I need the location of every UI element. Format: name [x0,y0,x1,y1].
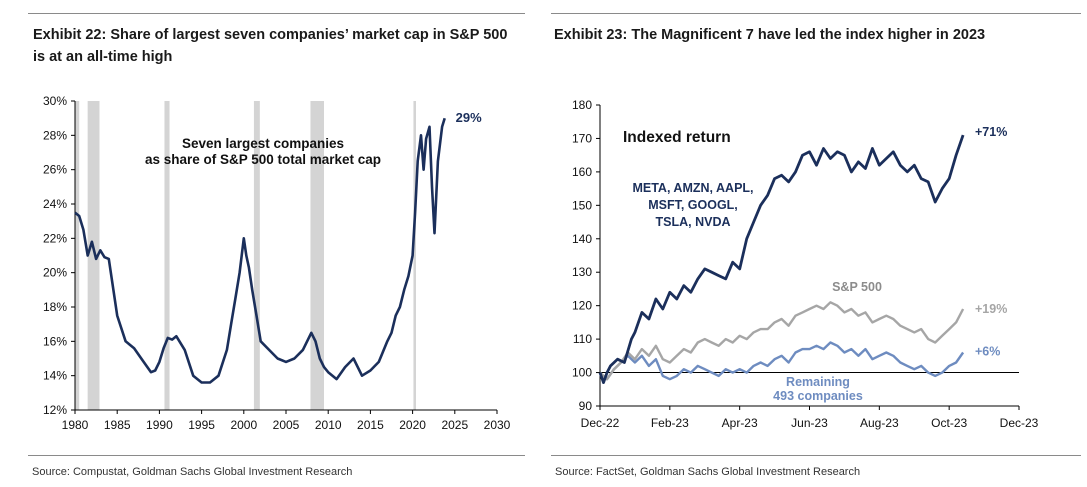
x-tick-label: Oct-23 [931,416,967,430]
y-tick-label: 12% [43,403,67,417]
recession-band-2 [164,101,170,410]
chart-title-indexed-return: Indexed return [623,129,731,146]
left-source: Source: Compustat, Goldman Sachs Global … [32,466,353,478]
x-tick-label: Aug-23 [860,416,899,430]
recession-band-4 [310,101,324,410]
x-tick-label: 2010 [315,418,342,432]
annotation-line-1: Seven largest companies [182,136,344,151]
y-tick-label: 18% [43,300,67,314]
series-label-remaining-line-2: 493 companies [773,389,863,403]
x-tick-label: 2025 [441,418,468,432]
y-tick-label: 160 [572,165,592,179]
x-tick-label: Feb-23 [651,416,689,430]
x-tick-label: 2030 [484,418,511,432]
y-tick-label: 140 [572,232,592,246]
end-label-mag7: +71% [975,125,1007,139]
y-tick-label: 30% [43,94,67,108]
series-line-seven-largest [74,117,446,384]
end-label-remaining: +6% [975,344,1000,358]
x-tick-label: 2000 [230,418,257,432]
left-top-rule [28,13,525,14]
series-line-sp500 [599,301,965,381]
y-tick-label: 16% [43,334,67,348]
x-tick-label: 1995 [188,418,215,432]
x-tick-label: Dec-22 [581,416,620,430]
series-label-mag7-line-3: TSLA, NVDA [656,215,731,229]
y-tick-label: 100 [572,366,592,380]
y-tick-label: 180 [572,98,592,112]
recession-band-0 [75,101,80,410]
y-tick-label: 170 [572,131,592,145]
left-exhibit: Exhibit 22: Share of largest seven compa… [0,0,525,487]
series-label-mag7-line-2: MSFT, GOOGL, [648,198,738,212]
right-exhibit-title: Exhibit 23: The Magnificent 7 have led t… [554,27,986,43]
y-tick-label: 150 [572,198,592,212]
left-chart: 12% 14% 16% 18% 20% 22% 24% 26% 28% 30% 1980 1985 19… [43,94,511,432]
end-label-sp500: +19% [975,302,1007,316]
y-tick-label: 130 [572,265,592,279]
y-tick-label: 22% [43,231,67,245]
left-exhibit-title: Exhibit 22: Share of largest seven compa… [33,27,508,65]
y-tick-label: 110 [573,332,592,346]
x-tick-label: 2015 [357,418,384,432]
y-tick-label: 20% [43,266,67,280]
y-tick-label: 26% [43,163,67,177]
y-tick-label: 90 [579,399,593,413]
x-tick-label: Apr-23 [722,416,758,430]
recession-band-5 [413,101,416,410]
recession-band-3 [253,101,260,410]
x-tick-label: Dec-23 [1000,416,1039,430]
x-tick-label: 2020 [399,418,426,432]
right-source: Source: FactSet, Goldman Sachs Global In… [555,466,861,478]
x-tick-label: 1990 [146,418,173,432]
series-line-mag7 [598,134,965,385]
series-label-mag7-line-1: META, AMZN, AAPL, [632,181,753,195]
right-top-rule [551,13,1081,14]
y-tick-label: 14% [43,369,67,383]
series-line-remaining-493 [599,341,965,381]
right-bottom-rule [551,455,1081,456]
y-tick-label: 120 [572,299,592,313]
left-bottom-rule [28,455,525,456]
annotation-line-2: as share of S&P 500 total market cap [145,152,381,167]
y-tick-label: 28% [43,128,67,142]
series-label-sp500: S&P 500 [832,280,882,294]
x-tick-label: 1985 [104,418,131,432]
right-chart: 90 100 110 120 130 140 150 160 170 180 Dec-22 Feb-2… [572,98,1039,430]
x-tick-label: Jun-23 [791,416,828,430]
x-tick-label: 1980 [62,418,89,432]
series-label-remaining-line-1: Remaining [786,375,850,389]
recession-band-1 [87,101,100,410]
end-value-label: 29% [456,110,482,125]
y-tick-label: 24% [43,197,67,211]
x-tick-label: 2005 [273,418,300,432]
right-exhibit: Exhibit 23: The Magnificent 7 have led t… [548,0,1087,487]
